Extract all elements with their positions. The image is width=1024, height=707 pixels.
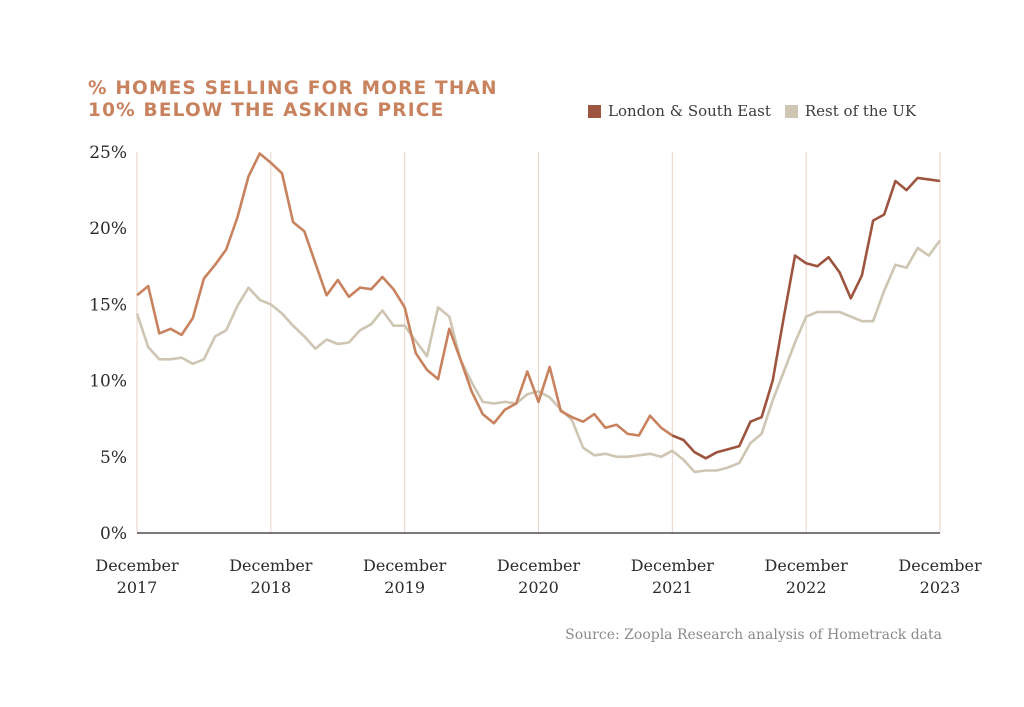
x-tick-label-2017-month: December: [95, 556, 179, 575]
chart-title: % HOMES SELLING FOR MORE THAN 10% BELOW …: [88, 78, 498, 121]
legend-swatch-rest-uk: [784, 104, 798, 118]
x-tick-label-2020-month: December: [497, 556, 581, 575]
legend-item-london: London & South East: [588, 102, 771, 120]
x-tick-label-2019-year: 2019: [384, 578, 425, 597]
x-tick-label-2021-month: December: [631, 556, 715, 575]
legend-label-rest-uk: Rest of the UK: [804, 102, 917, 120]
series-line-london-south-east-recent: [671, 176, 941, 460]
series-line-london-south-east: [136, 152, 674, 437]
legend: London & South East Rest of the UK: [588, 100, 930, 122]
series-line-rest-of-uk: [135, 239, 942, 474]
x-tick-label-2023-month: December: [898, 556, 982, 575]
y-tick-label-20: 20%: [89, 219, 127, 239]
x-tick-label-2018-year: 2018: [250, 578, 291, 597]
legend-item-rest-uk: Rest of the UK: [784, 102, 917, 120]
x-tick-label-2017-year: 2017: [117, 578, 158, 597]
legend-label-london: London & South East: [608, 102, 771, 120]
x-tick-label-2019-month: December: [363, 556, 447, 575]
legend-swatch-london: [588, 104, 601, 118]
x-tick-label-2021-year: 2021: [652, 578, 693, 597]
y-tick-label-25: 25%: [89, 143, 127, 163]
y-tick-label-15: 15%: [89, 295, 127, 315]
y-tick-label-10: 10%: [89, 372, 127, 392]
x-tick-label-2022-month: December: [765, 556, 849, 575]
y-tick-label-5: 5%: [100, 448, 127, 468]
x-tick-label-2023-year: 2023: [920, 578, 961, 597]
y-tick-label-0: 0%: [100, 524, 127, 544]
source-note: Source: Zoopla Research analysis of Home…: [565, 627, 942, 643]
x-tick-label-2018-month: December: [229, 556, 313, 575]
x-tick-label-2020-year: 2020: [518, 578, 559, 597]
x-tick-label-2022-year: 2022: [786, 578, 827, 597]
